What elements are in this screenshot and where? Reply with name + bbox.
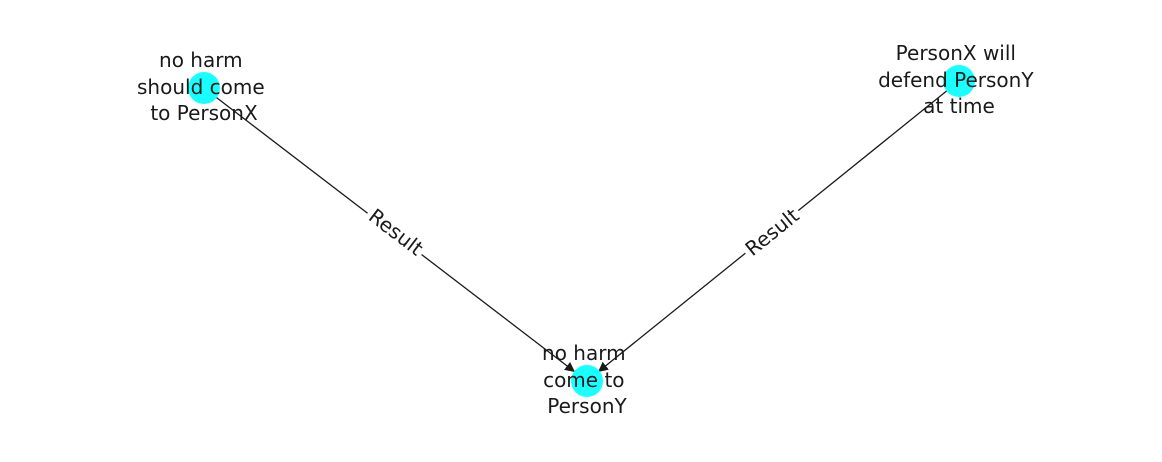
node-label-personx-will-defend-persony: PersonX will defend PersonY at time [878, 41, 1040, 118]
edge-label-text: Result [740, 203, 803, 261]
node-label-line: PersonX will [896, 41, 1016, 65]
node-label-line: at time [923, 94, 995, 118]
node-label-line: no harm [159, 48, 243, 72]
edge-label-text: Result [364, 204, 428, 261]
node-no-harm-come-to-persony[interactable] [571, 365, 603, 397]
node-label-line: PersonY [547, 394, 627, 418]
edges [203, 80, 960, 373]
node-labels: no harm should come to PersonX PersonX w… [137, 41, 1040, 418]
node-label-line: should come [137, 75, 265, 99]
node-label-no-harm-come-to-persony: no harm come to PersonY [542, 341, 632, 418]
node-personx-will-defend-persony[interactable] [943, 65, 975, 97]
node-label-line: defend PersonY [878, 68, 1034, 92]
node-label-no-harm-should-come-to-personx: no harm should come to PersonX [137, 48, 271, 125]
nodes [188, 65, 975, 397]
node-no-harm-should-come-to-personx[interactable] [188, 72, 220, 104]
edge-labels: Result Result [362, 202, 806, 262]
node-label-line: come to [543, 368, 624, 392]
node-label-line: no harm [542, 341, 626, 365]
node-label-line: to PersonX [150, 101, 258, 125]
edge-label-result-2: Result [738, 202, 806, 262]
edge-label-result-1: Result [362, 202, 430, 262]
